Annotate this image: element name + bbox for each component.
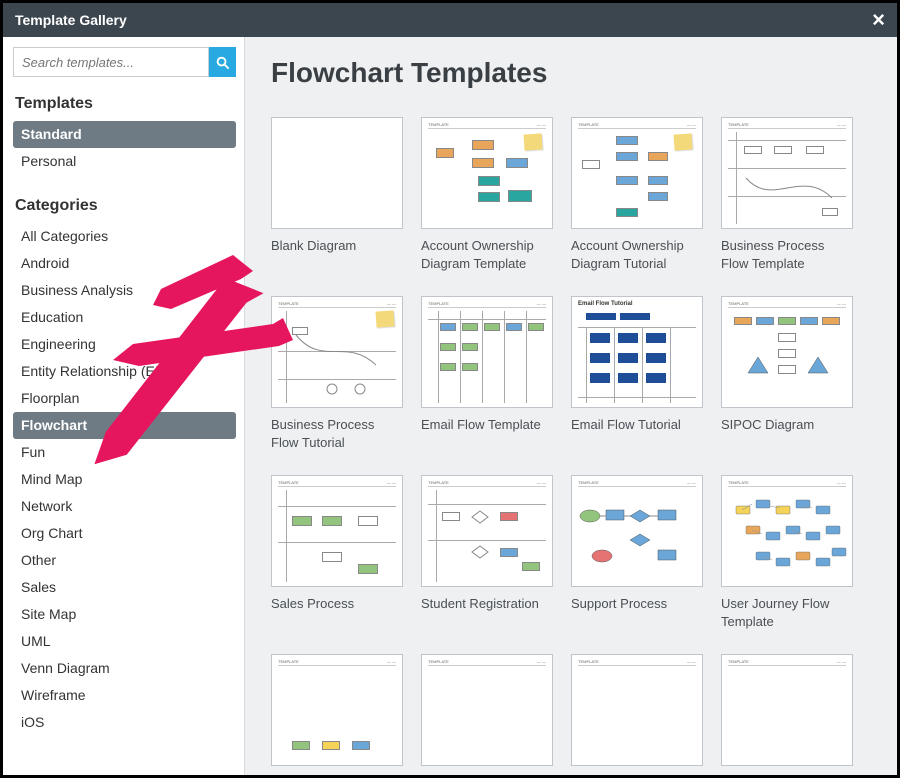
template-card[interactable]: Blank Diagram bbox=[271, 117, 403, 272]
template-card[interactable]: TEMPLATE— — Account Ownership Diagram Tut… bbox=[571, 117, 703, 272]
search-icon bbox=[215, 55, 230, 70]
category-item[interactable]: Site Map bbox=[13, 601, 236, 628]
template-thumbnail[interactable]: TEMPLATE— — bbox=[721, 654, 853, 766]
category-item[interactable]: Network bbox=[13, 493, 236, 520]
template-card[interactable]: TEMPLATE— — Support Process bbox=[571, 475, 703, 630]
categories-heading: Categories bbox=[15, 197, 236, 215]
template-label: User Journey Flow Template bbox=[721, 595, 853, 630]
template-card[interactable]: TEMPLATE— — bbox=[271, 654, 403, 774]
category-item[interactable]: Other bbox=[13, 547, 236, 574]
template-label: Account Ownership Diagram Tutorial bbox=[571, 237, 703, 272]
template-thumbnail[interactable]: TEMPLATE— — bbox=[721, 117, 853, 229]
template-label: Business Process Flow Template bbox=[721, 237, 853, 272]
template-group-item[interactable]: Standard bbox=[13, 121, 236, 148]
template-thumbnail[interactable]: TEMPLATE— — bbox=[421, 117, 553, 229]
template-grid: Blank Diagram TEMPLATE— — Account Ownershi… bbox=[271, 117, 875, 774]
template-thumbnail[interactable]: TEMPLATE— — bbox=[571, 117, 703, 229]
template-thumbnail[interactable] bbox=[271, 117, 403, 229]
template-card[interactable]: TEMPLATE— — Business Process Flow Templat… bbox=[721, 117, 853, 272]
search-button[interactable] bbox=[209, 47, 236, 77]
template-card[interactable]: Email Flow Tutorial Email Flow Tutorial bbox=[571, 296, 703, 451]
close-icon[interactable]: × bbox=[872, 9, 885, 31]
window-title: Template Gallery bbox=[15, 12, 127, 28]
template-groups-list: StandardPersonal bbox=[13, 121, 236, 175]
template-thumbnail[interactable]: TEMPLATE— — bbox=[721, 296, 853, 408]
template-group-item[interactable]: Personal bbox=[13, 148, 236, 175]
category-item[interactable]: Org Chart bbox=[13, 520, 236, 547]
template-label: Email Flow Template bbox=[421, 416, 553, 434]
annotation-arrow bbox=[113, 318, 293, 378]
category-item[interactable]: UML bbox=[13, 628, 236, 655]
titlebar: Template Gallery × bbox=[3, 3, 897, 37]
template-label: Sales Process bbox=[271, 595, 403, 613]
page-title: Flowchart Templates bbox=[271, 57, 875, 89]
category-item[interactable]: iOS bbox=[13, 709, 236, 736]
template-card[interactable]: TEMPLATE— — SIPOC Diagram bbox=[721, 296, 853, 451]
category-item[interactable]: Sales bbox=[13, 574, 236, 601]
template-label: Email Flow Tutorial bbox=[571, 416, 703, 434]
template-card[interactable]: TEMPLATE— — bbox=[721, 654, 853, 774]
template-label: Account Ownership Diagram Template bbox=[421, 237, 553, 272]
template-thumbnail[interactable]: TEMPLATE— — bbox=[421, 296, 553, 408]
search-input[interactable] bbox=[13, 47, 209, 77]
template-thumbnail[interactable]: TEMPLATE— — bbox=[571, 475, 703, 587]
template-card[interactable]: TEMPLATE— — bbox=[421, 654, 553, 774]
template-card[interactable]: TEMPLATE— — Email Flow Template bbox=[421, 296, 553, 451]
template-thumbnail[interactable]: TEMPLATE— — bbox=[271, 475, 403, 587]
template-card[interactable]: TEMPLATE— — Account Ownership Diagram Tem… bbox=[421, 117, 553, 272]
template-label: Student Registration bbox=[421, 595, 553, 613]
template-thumbnail[interactable]: TEMPLATE— — bbox=[271, 654, 403, 766]
template-card[interactable]: TEMPLATE— — Student Registration bbox=[421, 475, 553, 630]
template-label: SIPOC Diagram bbox=[721, 416, 853, 434]
main-panel: Flowchart Templates Blank Diagram TEMPLAT… bbox=[245, 37, 897, 775]
template-card[interactable]: TEMPLATE— — bbox=[571, 654, 703, 774]
category-item[interactable]: All Categories bbox=[13, 223, 236, 250]
templates-heading: Templates bbox=[15, 95, 236, 113]
template-label: Support Process bbox=[571, 595, 703, 613]
template-card[interactable]: TEMPLATE— — User Journey Flow Template bbox=[721, 475, 853, 630]
search-bar bbox=[13, 47, 236, 77]
template-thumbnail[interactable]: TEMPLATE— — bbox=[721, 475, 853, 587]
template-thumbnail[interactable]: Email Flow Tutorial bbox=[571, 296, 703, 408]
annotation-arrow bbox=[153, 255, 253, 315]
category-item[interactable]: Wireframe bbox=[13, 682, 236, 709]
template-card[interactable]: TEMPLATE— — Sales Process bbox=[271, 475, 403, 630]
template-thumbnail[interactable]: TEMPLATE— — bbox=[421, 654, 553, 766]
template-thumbnail[interactable]: TEMPLATE— — bbox=[421, 475, 553, 587]
template-thumbnail[interactable]: TEMPLATE— — bbox=[571, 654, 703, 766]
template-label: Blank Diagram bbox=[271, 237, 403, 255]
category-item[interactable]: Venn Diagram bbox=[13, 655, 236, 682]
